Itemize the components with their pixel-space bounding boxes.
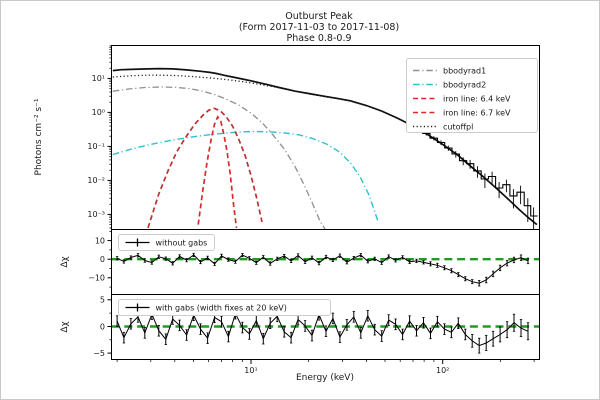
x-axis-label: Energy (keV): [296, 373, 354, 383]
series-iron67: [197, 115, 238, 229]
chart-title-line3: Phase 0.8-0.9: [286, 33, 351, 44]
legend-label: bbodyrad2: [443, 80, 486, 89]
x-tick-label: 10¹: [244, 366, 257, 375]
legend-with-gabs: with gabs (width fixes at 20 keV): [118, 299, 331, 316]
panel-spectrum: [112, 67, 538, 230]
y-axis-label-residual1: Δχ: [60, 256, 70, 267]
legend-label: cutoffpl: [443, 122, 473, 131]
legend-without-gabs: without gabs: [118, 234, 215, 251]
y-tick-label: 10¹: [92, 74, 105, 83]
y-tick-label: 10⁰: [92, 108, 105, 117]
legend-label: with gabs (width fixes at 20 keV): [156, 303, 287, 312]
y-tick-label: 0: [100, 255, 105, 264]
series-delta_chi_without_gabs: [116, 254, 529, 284]
legend-label: iron line: 6.7 keV: [443, 108, 511, 117]
legend-label: without gabs: [156, 238, 208, 247]
chart-title-line2: (Form 2017-11-03 to 2017-11-08): [239, 22, 399, 33]
y-tick-label: −5: [93, 349, 105, 358]
y-tick-label: −10: [88, 274, 105, 283]
y-axis-label-spectrum: Photons cm⁻² s⁻¹: [34, 98, 44, 175]
y-tick-label: 5: [100, 296, 105, 305]
y-axis-label-residual2: Δχ: [60, 321, 70, 332]
y-tick-label: 10⁻³: [87, 210, 105, 219]
y-tick-label: 10⁻²: [87, 176, 105, 185]
series-bbodyrad1: [112, 86, 327, 230]
x-tick-label: 10²: [436, 366, 449, 375]
plot-area: 10¹ 10⁰ 10⁻¹ 10⁻² 10⁻³ 10 0 −10 5 0 −5 10¹ 10² bbodyr…: [87, 45, 540, 375]
legend-label: iron line: 6.4 keV: [443, 94, 511, 103]
chart-title-line1: Outburst Peak: [285, 11, 353, 22]
series-delta_chi_with_gabs: [116, 312, 529, 347]
series-data_hist: [422, 132, 538, 217]
y-tick-label: 0: [100, 322, 105, 331]
panel-residuals_without_gabs: [111, 252, 540, 287]
series-iron64: [147, 107, 263, 229]
y-tick-label: 10⁻¹: [87, 142, 105, 151]
y-tick-label: 10: [95, 236, 105, 245]
legend-spectrum: bbodyrad1 bbodyrad2 iron line: 6.4 keV iron…: [406, 58, 538, 133]
legend-label: bbodyrad1: [443, 66, 486, 75]
series-bbodyrad2: [112, 130, 379, 223]
